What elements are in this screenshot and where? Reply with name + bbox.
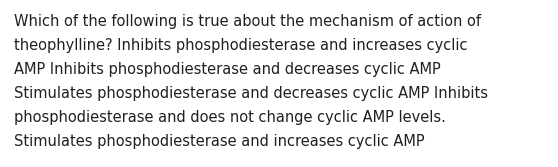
Text: Stimulates phosphodiesterase and decreases cyclic AMP Inhibits: Stimulates phosphodiesterase and decreas… [14,86,488,101]
Text: Which of the following is true about the mechanism of action of: Which of the following is true about the… [14,14,481,29]
Text: Stimulates phosphodiesterase and increases cyclic AMP: Stimulates phosphodiesterase and increas… [14,134,425,149]
Text: theophylline? Inhibits phosphodiesterase and increases cyclic: theophylline? Inhibits phosphodiesterase… [14,38,468,53]
Text: AMP Inhibits phosphodiesterase and decreases cyclic AMP: AMP Inhibits phosphodiesterase and decre… [14,62,441,77]
Text: phosphodiesterase and does not change cyclic AMP levels.: phosphodiesterase and does not change cy… [14,110,446,125]
